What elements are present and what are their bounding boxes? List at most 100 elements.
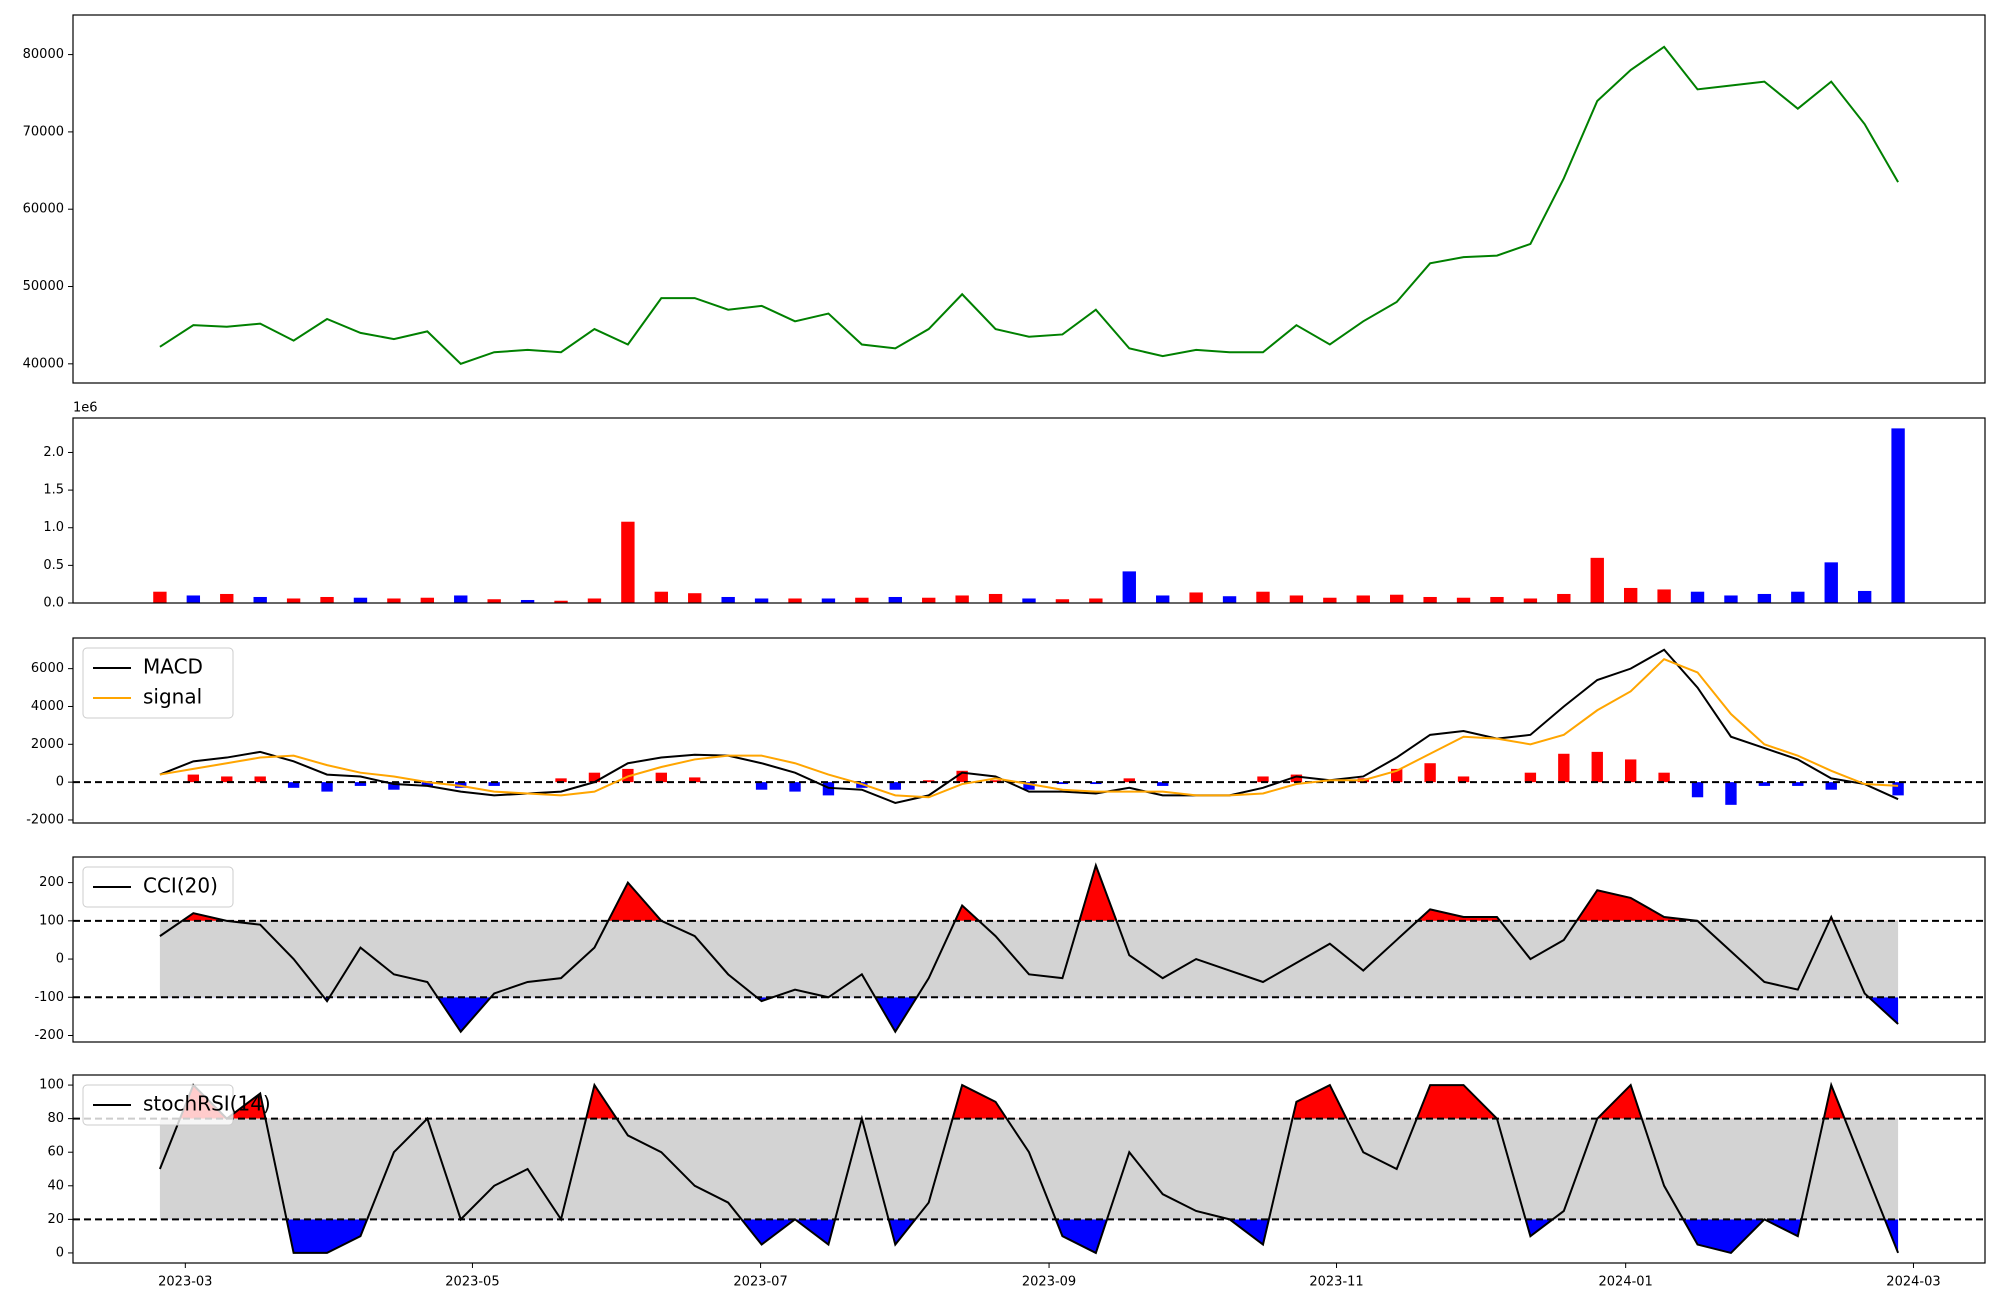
y-tick-label: 50000	[23, 279, 64, 294]
series-line	[159, 862, 1899, 1034]
volume-bar	[220, 593, 234, 603]
volume-bar	[1557, 593, 1571, 603]
volume-bar	[1189, 592, 1203, 603]
series-line	[159, 45, 1899, 365]
histogram-bar	[1457, 776, 1470, 783]
panel: 0 20 40 60 80 100 2023-03 2023-05 2023-07 2023-09…	[39, 1074, 1986, 1290]
legend: stochRSI(14)	[82, 1084, 271, 1126]
histogram-bar	[655, 772, 667, 783]
histogram-bar	[1691, 782, 1704, 798]
histogram-bar	[1825, 782, 1837, 790]
y-tick-label: 0	[56, 952, 64, 967]
volume-bar	[1757, 593, 1772, 603]
axes-frame	[72, 14, 1986, 384]
legend-box	[82, 1084, 234, 1126]
legend-box	[82, 866, 234, 908]
y-tick-label: 0.5	[43, 558, 64, 573]
volume-bar	[253, 596, 267, 603]
histogram-bar	[388, 782, 400, 790]
volume-bar	[1356, 595, 1370, 603]
histogram-bar	[1090, 782, 1102, 785]
x-tick-label: 2023-05	[445, 1275, 499, 1290]
volume-bar	[1022, 598, 1036, 603]
volume-bar	[487, 599, 501, 603]
histogram-bar	[1123, 778, 1135, 783]
histogram-bar	[755, 782, 768, 790]
panel: 0.0 0.5 1.0 1.5 2.0 1e6	[43, 401, 1986, 611]
x-tick-label: 2023-07	[733, 1275, 787, 1290]
x-tick-label: 2023-11	[1309, 1275, 1363, 1290]
volume-bar	[1055, 599, 1070, 603]
y-tick-label: 60	[47, 1145, 64, 1160]
histogram-bar	[1424, 763, 1436, 783]
volume-bar	[1590, 557, 1604, 603]
volume-bar	[387, 598, 401, 603]
series-line	[159, 648, 1899, 804]
series-line	[158, 1081, 1900, 1255]
volume-bar	[688, 593, 702, 603]
volume-bar	[955, 595, 969, 603]
histogram-bar	[1658, 772, 1670, 783]
legend-label: stochRSI(14)	[143, 1092, 271, 1116]
histogram-bar	[187, 774, 200, 783]
volume-bar	[186, 595, 201, 603]
y-tick-label: 4000	[31, 699, 64, 714]
y-tick-label: 100	[39, 913, 64, 928]
band	[159, 1118, 1899, 1220]
above-fill	[159, 1085, 1899, 1119]
legend-label: CCI(20)	[143, 874, 218, 898]
y-tick-label: 60000	[23, 202, 64, 217]
histogram-bar	[1725, 782, 1737, 805]
histogram-bar	[1624, 759, 1637, 783]
y-tick-label: 70000	[23, 124, 64, 139]
volume-bar	[1690, 591, 1705, 603]
volume-bar	[1156, 595, 1170, 603]
volume-bar	[821, 598, 836, 603]
volume-bar	[855, 597, 869, 603]
legend-box	[82, 647, 234, 719]
volume-bar	[1256, 591, 1270, 603]
volume-bar	[888, 596, 902, 603]
histogram-bar	[1290, 774, 1303, 783]
volume-bar	[1824, 562, 1838, 603]
histogram-bar	[1257, 776, 1269, 783]
legend: CCI(20)	[82, 866, 234, 908]
volume-bar	[1724, 595, 1738, 603]
y-tick-label: 0	[56, 775, 64, 790]
offset-label: 1e6	[73, 401, 98, 416]
histogram-bar	[1157, 782, 1169, 786]
volume-bar	[988, 593, 1003, 603]
volume-bar	[587, 598, 602, 603]
y-tick-label: 0	[56, 1245, 64, 1260]
legend: MACD signal	[82, 647, 234, 719]
histogram-bar	[421, 782, 434, 786]
y-tick-label: -200	[34, 1028, 64, 1043]
band	[159, 920, 1899, 998]
axes-frame	[72, 637, 1986, 824]
plot-area	[153, 428, 1905, 603]
y-tick-label: 200	[39, 875, 64, 890]
axes-frame	[72, 1074, 1986, 1264]
x-tick-label: 2023-09	[1022, 1275, 1076, 1290]
plot-area	[159, 45, 1899, 365]
panel: -200 -100 0 100 200 CCI(20)	[34, 856, 1986, 1043]
histogram-bar	[221, 776, 233, 783]
volume-bar	[621, 521, 635, 603]
y-tick-label: 100	[39, 1078, 64, 1093]
histogram-bar	[287, 782, 300, 788]
histogram-bar	[1591, 751, 1603, 783]
plot-area	[73, 1081, 1985, 1255]
volume-bar	[520, 599, 535, 603]
histogram-bar	[889, 782, 901, 790]
histogram-bar	[1023, 782, 1035, 790]
legend-label: MACD	[143, 655, 203, 679]
y-tick-label: 2000	[31, 737, 64, 752]
histogram-bar	[1056, 782, 1069, 785]
histogram-bar	[321, 782, 333, 792]
axes-frame	[72, 417, 1986, 604]
x-tick-label: 2023-03	[158, 1275, 212, 1290]
histogram-bar	[354, 782, 367, 786]
volume-bar	[1089, 598, 1103, 603]
histogram-bar	[689, 777, 701, 783]
